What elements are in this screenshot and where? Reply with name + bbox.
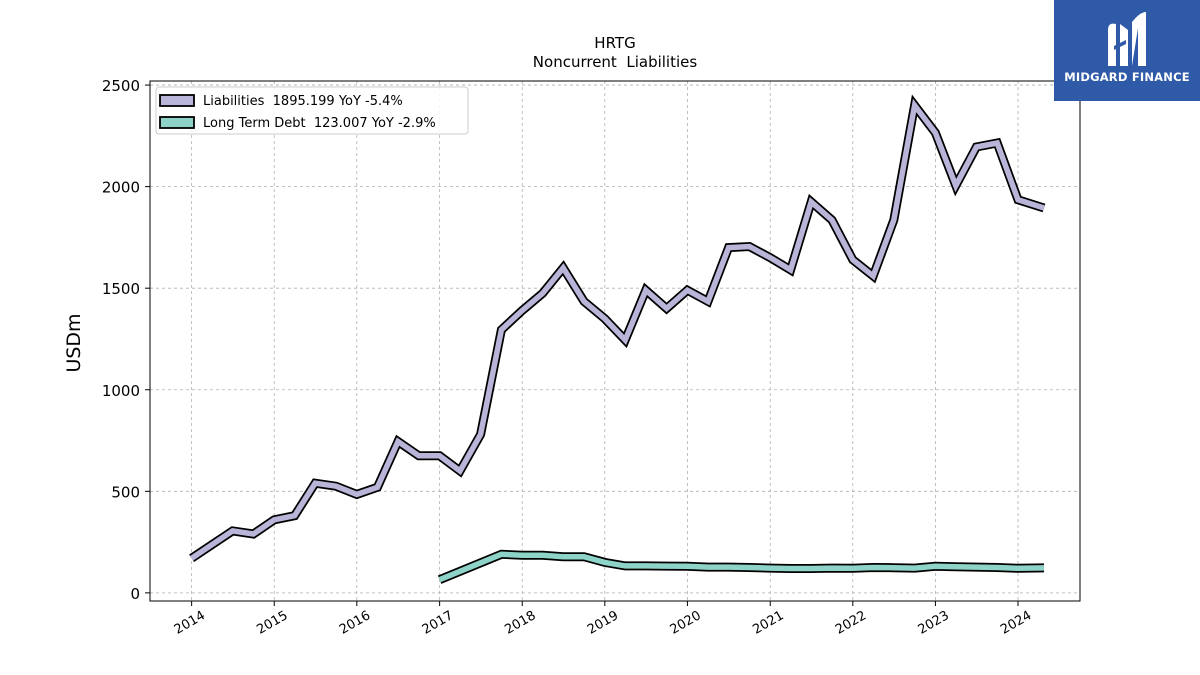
legend-swatch — [159, 116, 195, 129]
x-tick-label: 2020 — [668, 608, 704, 638]
y-tick-label: 500 — [111, 483, 140, 501]
x-tick-label: 2018 — [502, 608, 538, 638]
x-tick-label: 2023 — [916, 608, 952, 638]
grid — [150, 81, 1080, 601]
series-layer — [189, 94, 1046, 584]
y-tick-label: 0 — [130, 585, 140, 603]
y-tick-label: 1000 — [102, 382, 140, 400]
series-line — [190, 98, 1045, 561]
logo-text: MIDGARD FINANCE — [1064, 70, 1190, 84]
series-long-term-debt — [437, 549, 1045, 584]
x-tick-label: 2016 — [337, 608, 373, 638]
brand-logo: MIDGARD FINANCE — [1054, 0, 1200, 101]
x-tick-label: 2024 — [998, 608, 1034, 638]
legend-box — [155, 86, 469, 135]
logo-mark-icon — [1108, 12, 1146, 67]
y-tick-label: 1500 — [102, 280, 140, 298]
x-tick-label: 2022 — [833, 608, 869, 638]
legend: Liabilities 1895.199 YoY -5.4% Long Term … — [155, 86, 469, 135]
series-liabilities — [189, 94, 1046, 563]
legend-label: Liabilities 1895.199 YoY -5.4% — [203, 94, 403, 109]
x-tick-label: 2014 — [172, 608, 208, 638]
x-tick-label: 2021 — [750, 608, 786, 638]
chart-subtitle: Noncurrent Liabilities — [533, 53, 698, 71]
x-tick-label: 2017 — [420, 608, 456, 638]
y-axis-label: USDm — [63, 313, 85, 372]
chart-title: HRTG — [594, 34, 635, 52]
plot-frame — [149, 80, 1081, 602]
x-tick-label: 2019 — [585, 608, 621, 638]
x-tick-label: 2015 — [254, 608, 290, 638]
y-tick-label: 2000 — [102, 179, 140, 197]
legend-label: Long Term Debt 123.007 YoY -2.9% — [203, 116, 436, 131]
y-tick-label: 2500 — [102, 77, 140, 95]
legend-swatch — [159, 94, 195, 107]
series-line — [438, 551, 1045, 583]
